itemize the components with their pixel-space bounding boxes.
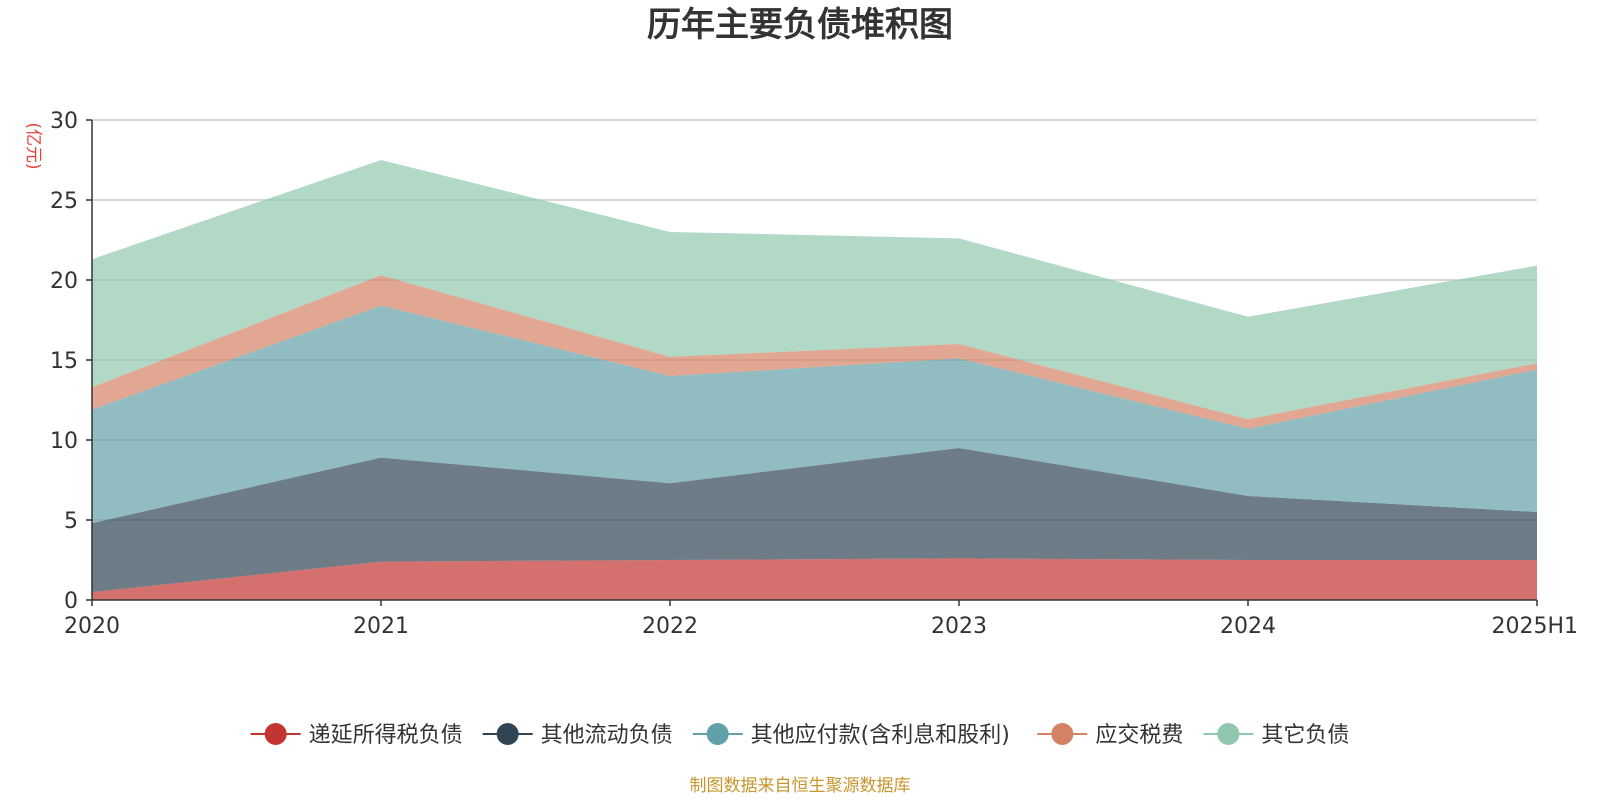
legend-item-3[interactable]: 应交税费 (1037, 723, 1183, 748)
legend-circle-icon (1217, 723, 1240, 745)
legend-circle-icon (264, 723, 287, 745)
source-note: 制图数据来自恒生聚源数据库 (690, 776, 911, 796)
area-series-3 (92, 275, 1537, 429)
x-tick-label: 2023 (931, 614, 987, 639)
area-series (92, 160, 1537, 600)
legend-label: 递延所得税负债 (309, 723, 463, 748)
legend-item-4[interactable]: 其它负债 (1203, 723, 1349, 748)
area-series-2 (92, 305, 1537, 524)
legend-label: 其他应付款(含利息和股利) (751, 723, 1010, 748)
axes: 0 5 10 15 20 25 30 2020 2021 2022 2023 2024 2025H1 (50, 109, 1578, 639)
legend-circle-icon (1051, 723, 1074, 745)
area-series-0 (92, 558, 1537, 600)
legend-label: 其他流动负债 (541, 723, 673, 748)
x-tick-label: 2021 (353, 614, 409, 639)
x-tick-label: 2024 (1220, 614, 1276, 639)
y-axis-unit: (亿元) (23, 122, 43, 169)
y-tick-label: 0 (64, 589, 78, 614)
legend-circle-icon (496, 723, 519, 745)
chart-title: 历年主要负债堆积图 (647, 5, 953, 45)
area-series-4 (92, 160, 1537, 420)
x-tick-label: 2020 (64, 614, 120, 639)
legend-label: 其它负债 (1261, 723, 1349, 748)
legend-item-2[interactable]: 其他应付款(含利息和股利) (692, 723, 1010, 748)
x-tick-label: 2025H1 (1491, 614, 1578, 639)
y-tick-label: 30 (50, 109, 78, 134)
legend-item-0[interactable]: 递延所得税负债 (250, 723, 463, 748)
y-tick-label: 20 (50, 269, 78, 294)
y-tick-label: 5 (64, 509, 78, 534)
legend-circle-icon (706, 723, 729, 745)
legend[interactable]: 递延所得税负债 其他流动负债 其他应付款(含利息和股利) 应交税费 其它负债 (250, 723, 1350, 748)
y-tick-label: 10 (50, 429, 78, 454)
legend-item-1[interactable]: 其他流动负债 (482, 723, 673, 748)
legend-label: 应交税费 (1095, 723, 1183, 748)
y-tick-label: 25 (50, 189, 78, 214)
y-tick-label: 15 (50, 349, 78, 374)
x-tick-label: 2022 (642, 614, 698, 639)
